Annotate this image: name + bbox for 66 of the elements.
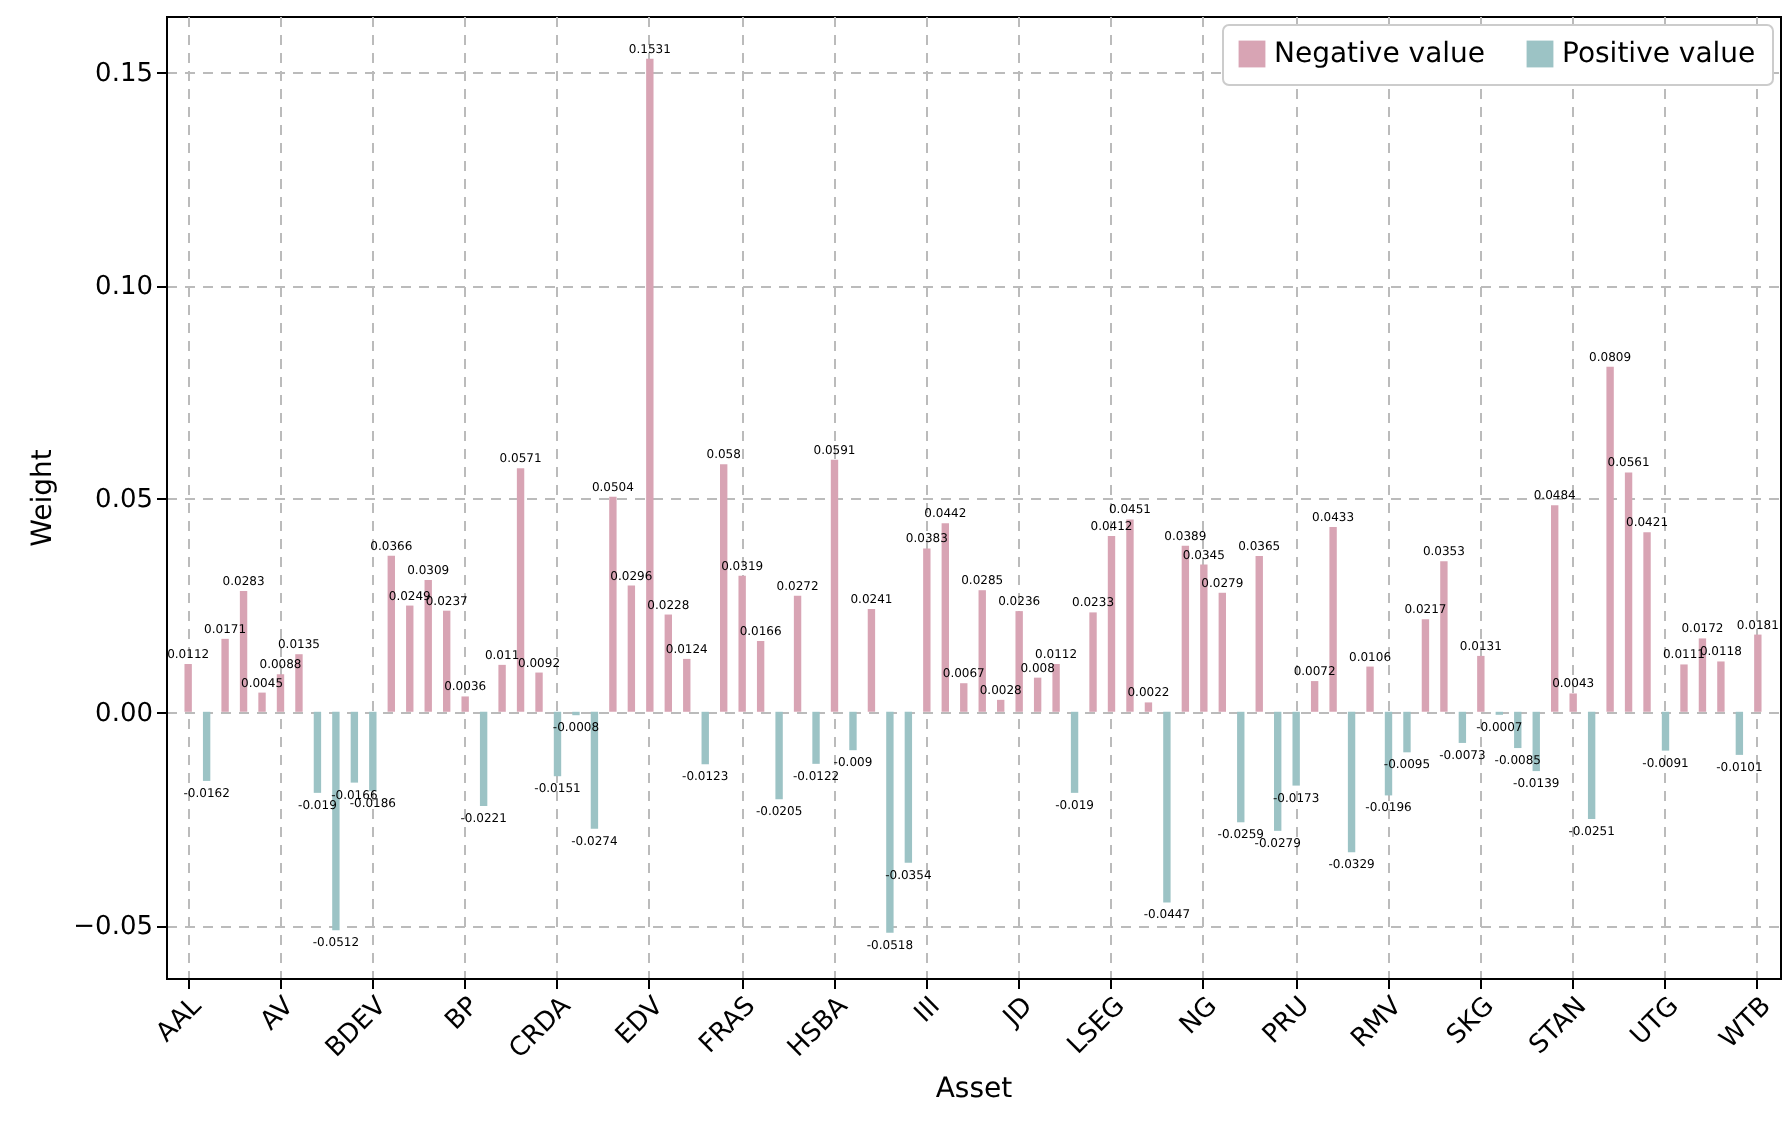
bar [535,672,543,712]
bar [923,548,931,712]
bar [1458,711,1467,743]
bar [1569,693,1577,712]
legend-label: Positive value [1562,38,1756,70]
bar [904,711,913,863]
y-tick-label: 0.05 [95,485,153,516]
bar [1366,666,1374,712]
bar [1403,711,1411,753]
bar [1347,711,1356,853]
bar [1643,532,1651,712]
bar [1754,634,1762,712]
bar [1163,711,1171,903]
bar [1421,619,1430,712]
bar [867,608,876,712]
bar [1070,711,1079,793]
bar [793,595,802,712]
bar [350,711,359,783]
x-tick-label: III [909,991,947,1030]
y-tick-label: −0.05 [73,912,153,943]
bar [812,711,820,764]
y-axis-title: Weight [27,448,60,547]
bar [1089,612,1097,712]
bar [406,605,414,712]
bar [1144,702,1153,712]
x-tick-label: BP [440,991,486,1037]
bar [221,638,229,712]
bar [1218,592,1226,712]
bar [1661,711,1670,751]
bar [627,585,636,712]
bar [1033,677,1042,712]
y-tick-label: 0.00 [95,698,153,729]
bar [1477,655,1485,712]
bar [1680,664,1688,712]
bar [498,664,506,712]
bar [1310,681,1319,712]
bar [1052,664,1060,712]
bar [1717,661,1725,712]
bar [1292,711,1300,786]
bar [849,711,857,751]
x-tick-label: NG [1174,991,1224,1041]
bar [1735,711,1744,755]
bar [461,696,469,712]
bar [775,711,783,800]
bar [479,711,488,807]
bar [960,683,968,712]
bar [313,711,322,793]
x-axis-title: Asset [935,1073,1014,1106]
x-tick-label: AV [255,991,301,1037]
bar [258,692,266,712]
legend-label: Negative value [1274,38,1486,70]
bar [369,711,377,792]
bar [683,658,691,712]
bar [184,664,192,712]
bar [1587,711,1596,819]
bar [1237,711,1245,823]
x-tick-label: AAL [150,990,210,1049]
y-tick-label: 0.10 [95,272,153,303]
bar [830,459,839,712]
bar [202,711,211,781]
bar [756,640,765,712]
bar [1255,556,1263,712]
x-tick-label: JD [996,991,1039,1034]
bar [701,711,709,765]
bar [997,699,1005,712]
y-tick-label: 0.15 [95,58,153,89]
